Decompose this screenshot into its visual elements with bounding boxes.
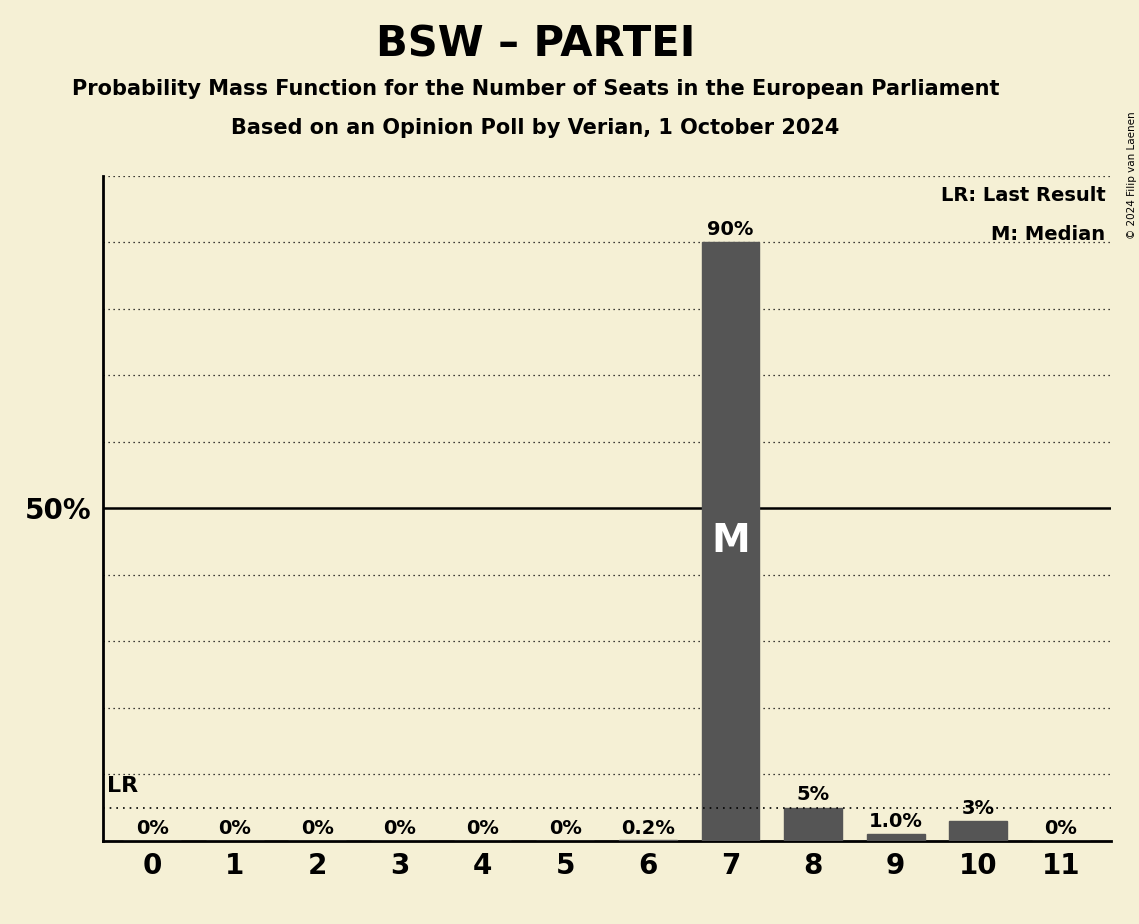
Text: M: M	[711, 522, 749, 561]
Text: 0.2%: 0.2%	[621, 819, 674, 837]
Text: 5%: 5%	[796, 785, 829, 804]
Text: Based on an Opinion Poll by Verian, 1 October 2024: Based on an Opinion Poll by Verian, 1 Oc…	[231, 118, 839, 139]
Bar	[702, 242, 760, 841]
Text: LR: Last Result: LR: Last Result	[941, 186, 1106, 204]
Text: Probability Mass Function for the Number of Seats in the European Parliament: Probability Mass Function for the Number…	[72, 79, 999, 99]
Text: 90%: 90%	[707, 220, 754, 238]
Text: 0%: 0%	[219, 819, 251, 837]
Text: 0%: 0%	[466, 819, 499, 837]
Text: LR: LR	[107, 775, 138, 796]
Text: 0%: 0%	[1044, 819, 1077, 837]
Bar	[950, 821, 1007, 841]
Text: 3%: 3%	[961, 798, 994, 818]
Text: © 2024 Filip van Laenen: © 2024 Filip van Laenen	[1126, 111, 1137, 238]
Text: 1.0%: 1.0%	[869, 812, 923, 831]
Text: 0%: 0%	[549, 819, 582, 837]
Text: 0%: 0%	[384, 819, 417, 837]
Bar	[784, 808, 842, 841]
Bar	[618, 840, 677, 841]
Text: BSW – PARTEI: BSW – PARTEI	[376, 23, 695, 65]
Text: M: Median: M: Median	[991, 225, 1106, 245]
Bar	[867, 834, 925, 841]
Text: 0%: 0%	[136, 819, 169, 837]
Text: 0%: 0%	[301, 819, 334, 837]
